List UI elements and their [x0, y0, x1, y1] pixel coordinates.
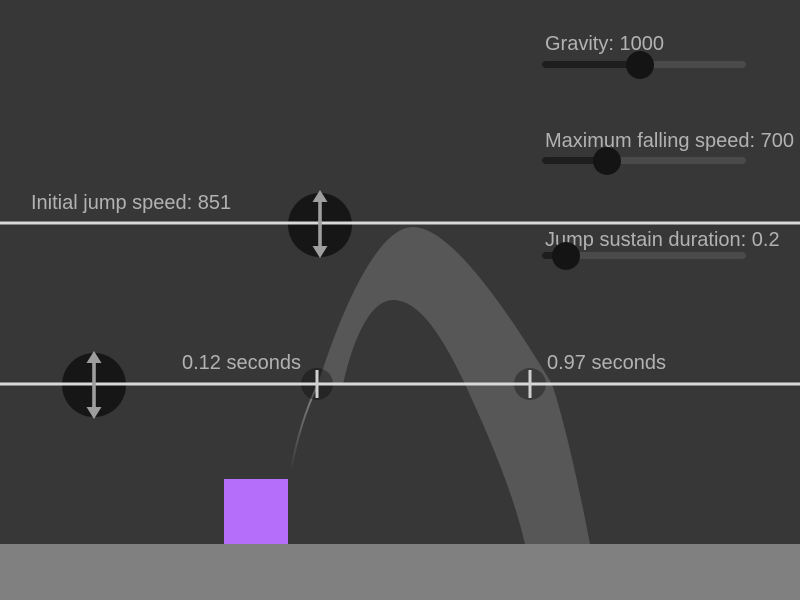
gravity-slider-label: Gravity: 1000	[545, 33, 664, 55]
trajectory-band	[318, 227, 590, 544]
max-falling-speed-slider: Maximum falling speed: 700	[542, 130, 795, 175]
max-falling-speed-slider-fill	[542, 157, 608, 164]
gravity-slider: Gravity: 1000	[542, 33, 746, 79]
vertical-drag-arrow-icon	[312, 190, 328, 258]
time-marker-tick	[315, 370, 319, 398]
max-falling-speed-slider-label: Maximum falling speed: 700	[545, 130, 795, 152]
max-falling-speed-slider-thumb[interactable]	[593, 146, 622, 175]
gravity-slider-fill	[542, 61, 640, 68]
second-crossing-time-label: 0.97 seconds	[547, 352, 666, 374]
trajectory-start-trail	[290, 383, 319, 472]
jump-height-line	[0, 221, 800, 225]
jump-sustain-slider-thumb[interactable]	[552, 241, 581, 270]
max-falling-speed-slider-track[interactable]	[542, 146, 746, 175]
initial-jump-speed-label: Initial jump speed: 851	[31, 192, 232, 214]
player-box	[224, 479, 288, 544]
gravity-slider-track[interactable]	[542, 50, 746, 79]
jump-sustain-slider-track[interactable]	[542, 241, 746, 270]
jump-sustain-slider-label: Jump sustain duration: 0.2	[545, 229, 780, 251]
vertical-drag-arrow-icon	[86, 351, 102, 419]
first-crossing-time-label: 0.12 seconds	[182, 352, 301, 374]
jump-sustain-slider: Jump sustain duration: 0.2	[542, 229, 780, 270]
measure-height-line	[0, 382, 800, 386]
ground	[0, 544, 800, 600]
gravity-slider-thumb[interactable]	[625, 50, 654, 79]
time-marker-tick	[528, 370, 532, 398]
